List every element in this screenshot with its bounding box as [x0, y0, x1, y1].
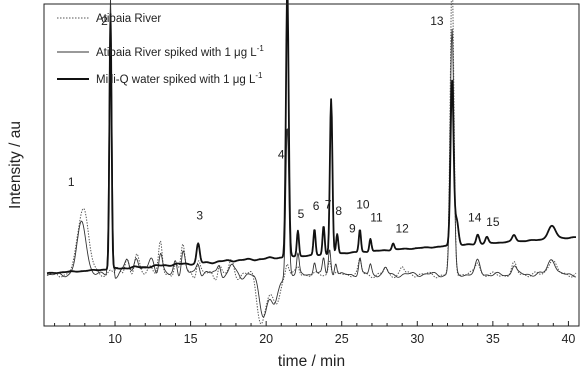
- legend-label-main: Atibaia River spiked with 1 μg L: [96, 47, 257, 59]
- peak-label-2: 2: [101, 14, 108, 28]
- peak-label-13: 13: [430, 14, 444, 28]
- legend-label-superscript: -1: [255, 71, 263, 80]
- x-tick-label: 30: [410, 332, 424, 346]
- x-axis: 10 15 20 25 30 35 40: [54, 321, 575, 346]
- peak-label-6: 6: [313, 199, 320, 213]
- legend-entry-milliq-spiked: Milli-Q water spiked with 1 μg L-1: [57, 71, 263, 86]
- peak-label-3: 3: [196, 209, 203, 223]
- peak-label-14: 14: [468, 210, 482, 224]
- x-axis-title: time / min: [278, 353, 345, 370]
- peak-label-11: 11: [370, 210, 383, 224]
- legend-label: Atibaia River spiked with 1 μg L-1: [96, 44, 264, 59]
- peak-label-12: 12: [395, 222, 409, 236]
- x-tick-label: 15: [184, 332, 198, 346]
- legend-label: Milli-Q water spiked with 1 μg L-1: [96, 71, 263, 86]
- x-tick-label: 35: [486, 332, 500, 346]
- peak-label-9: 9: [349, 222, 356, 236]
- peak-label-1: 1: [68, 175, 75, 189]
- x-tick-label: 40: [561, 332, 575, 346]
- peak-label-15: 15: [486, 215, 500, 229]
- peak-label-8: 8: [335, 204, 342, 218]
- x-tick-label: 25: [335, 332, 349, 346]
- legend-label-main: Milli-Q water spiked with 1 μg L: [96, 74, 256, 86]
- series-line-3: [46, 0, 577, 275]
- legend-label: Atibaia River: [96, 13, 161, 25]
- plot-lines: [46, 0, 577, 325]
- peak-label-5: 5: [298, 207, 305, 221]
- series-line-2: [46, 0, 577, 318]
- y-axis-title: Intensity / au: [7, 121, 24, 209]
- x-tick-label: 10: [108, 332, 122, 346]
- peak-label-4: 4: [278, 148, 285, 162]
- legend-entry-atibaia-river-spiked: Atibaia River spiked with 1 μg L-1: [57, 44, 264, 59]
- x-tick-label: 20: [259, 332, 273, 346]
- legend-entry-atibaia-river: Atibaia River: [57, 13, 161, 25]
- peak-label-7: 7: [325, 197, 332, 211]
- legend-label-superscript: -1: [257, 44, 265, 53]
- series-line-1: [46, 0, 577, 325]
- peak-label-10: 10: [356, 197, 370, 211]
- legend: Atibaia River Atibaia River spiked with …: [57, 13, 264, 86]
